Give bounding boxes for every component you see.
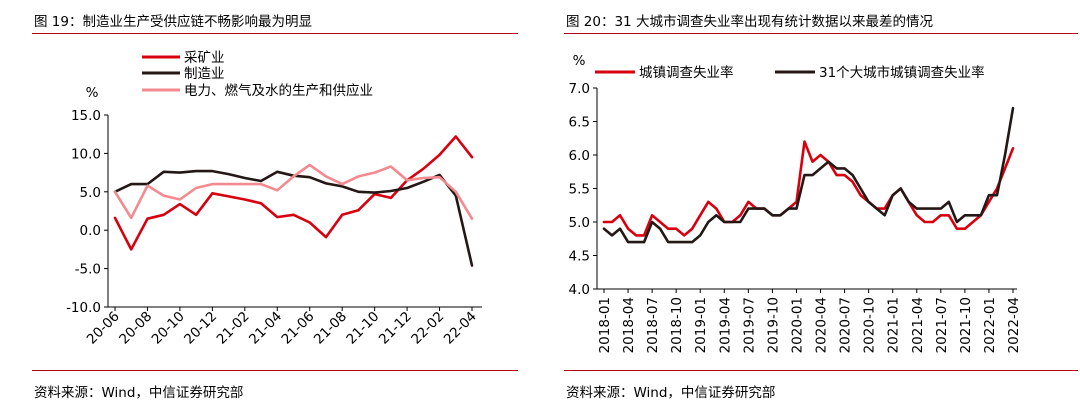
- series-line-3: [113, 163, 474, 220]
- y-tick-label: 4.5: [569, 249, 590, 265]
- legend-label: 电力、燃气及水的生产和供应业: [184, 82, 373, 99]
- y-unit-label: %: [86, 85, 99, 101]
- x-tick-label: 2021-04: [910, 297, 926, 353]
- x-tick-label: 21-10: [343, 309, 382, 348]
- x-tick-label: 2020-10: [862, 297, 878, 353]
- x-tick-label: 2020-07: [838, 297, 854, 353]
- y-tick-label: -10.0: [66, 300, 101, 316]
- figure-source: 资料来源：Wind，中信证券研究部: [566, 385, 776, 401]
- x-tick-label: 2021-10: [958, 297, 974, 353]
- title-rule: [564, 33, 1078, 34]
- y-unit-label: %: [573, 53, 586, 69]
- x-tick-label: 2022-01: [982, 297, 998, 353]
- x-tick-label: 2020-04: [814, 297, 830, 353]
- x-tick-label: 2020-01: [789, 297, 805, 353]
- x-tick-label: 20-08: [116, 309, 155, 348]
- x-tick-label: 2018-01: [597, 297, 613, 353]
- x-tick-label: 21-04: [246, 309, 285, 348]
- series-line-2: [113, 169, 474, 267]
- y-tick-label: 15.0: [71, 108, 101, 124]
- legend-label: 31个大城市城镇调查失业率: [819, 64, 985, 81]
- title-rule: [32, 33, 518, 34]
- x-tick-label: 2019-10: [765, 297, 781, 353]
- x-tick-label: 2022-04: [1006, 297, 1022, 353]
- x-tick-label: 22-02: [408, 309, 447, 348]
- x-tick-label: 2021-01: [886, 297, 902, 353]
- series-line-2: [602, 106, 1015, 244]
- source-rule: [32, 370, 518, 371]
- source-rule: [564, 370, 1078, 371]
- series-line-1: [113, 135, 474, 251]
- x-tick-label: 2018-10: [669, 297, 685, 353]
- legend-label: 采矿业: [184, 50, 225, 66]
- chart-panel-19: 图 19：制造业生产受供应链不畅影响最为明显 % 15.0 10.0 5.0 0.0 -5…: [0, 0, 530, 411]
- x-tick-label: 2018-07: [645, 297, 661, 353]
- x-tick-label: 2019-01: [693, 297, 709, 353]
- x-tick-label: 21-06: [278, 309, 317, 348]
- x-tick-label: 2019-07: [741, 297, 757, 353]
- y-tick-label: 6.5: [569, 115, 590, 131]
- x-tick-label: 21-02: [214, 309, 253, 348]
- x-tick-label: 2018-04: [621, 297, 637, 353]
- y-tick-label: 6.0: [569, 148, 590, 164]
- chart-20-svg: % 7.0 6.5 6.0 5.5 5.0 4.5 4.0 2018-01 2018-04 2018…: [569, 53, 1022, 353]
- y-tick-label: 7.0: [569, 81, 590, 97]
- x-tick-label: 20-12: [181, 309, 220, 348]
- y-tick-label: 10.0: [71, 146, 101, 162]
- chart-panel-20: 图 20：31 大城市调查失业率出现有统计数据以来最差的情况 % 7.0 6.5 6.…: [560, 0, 1080, 411]
- chart-19-svg: %15.010.05.00.0-5.0-10.020-0620-0820-102…: [66, 50, 482, 348]
- series-line-1: [602, 140, 1015, 237]
- y-tick-label: 4.0: [569, 282, 590, 298]
- figure-source: 资料来源：Wind，中信证券研究部: [34, 385, 244, 401]
- figure-title: 图 19：制造业生产受供应链不畅影响最为明显: [34, 14, 312, 30]
- x-tick-label: 21-08: [311, 309, 350, 348]
- legend-label: 制造业: [184, 66, 225, 82]
- x-tick-label: 21-12: [376, 309, 415, 348]
- y-tick-label: 0.0: [80, 223, 101, 239]
- x-tick-label: 22-04: [441, 309, 480, 348]
- x-tick-label: 2021-07: [934, 297, 950, 353]
- y-tick-label: 5.0: [80, 185, 101, 201]
- x-tick-label: 20-10: [149, 309, 188, 348]
- x-tick-label: 2019-04: [717, 297, 733, 353]
- legend-label: 城镇调查失业率: [639, 64, 734, 81]
- figure-title: 图 20：31 大城市调查失业率出现有统计数据以来最差的情况: [566, 14, 933, 30]
- y-tick-label: -5.0: [75, 262, 101, 278]
- y-tick-label: 5.5: [569, 182, 590, 198]
- y-tick-label: 5.0: [569, 215, 590, 231]
